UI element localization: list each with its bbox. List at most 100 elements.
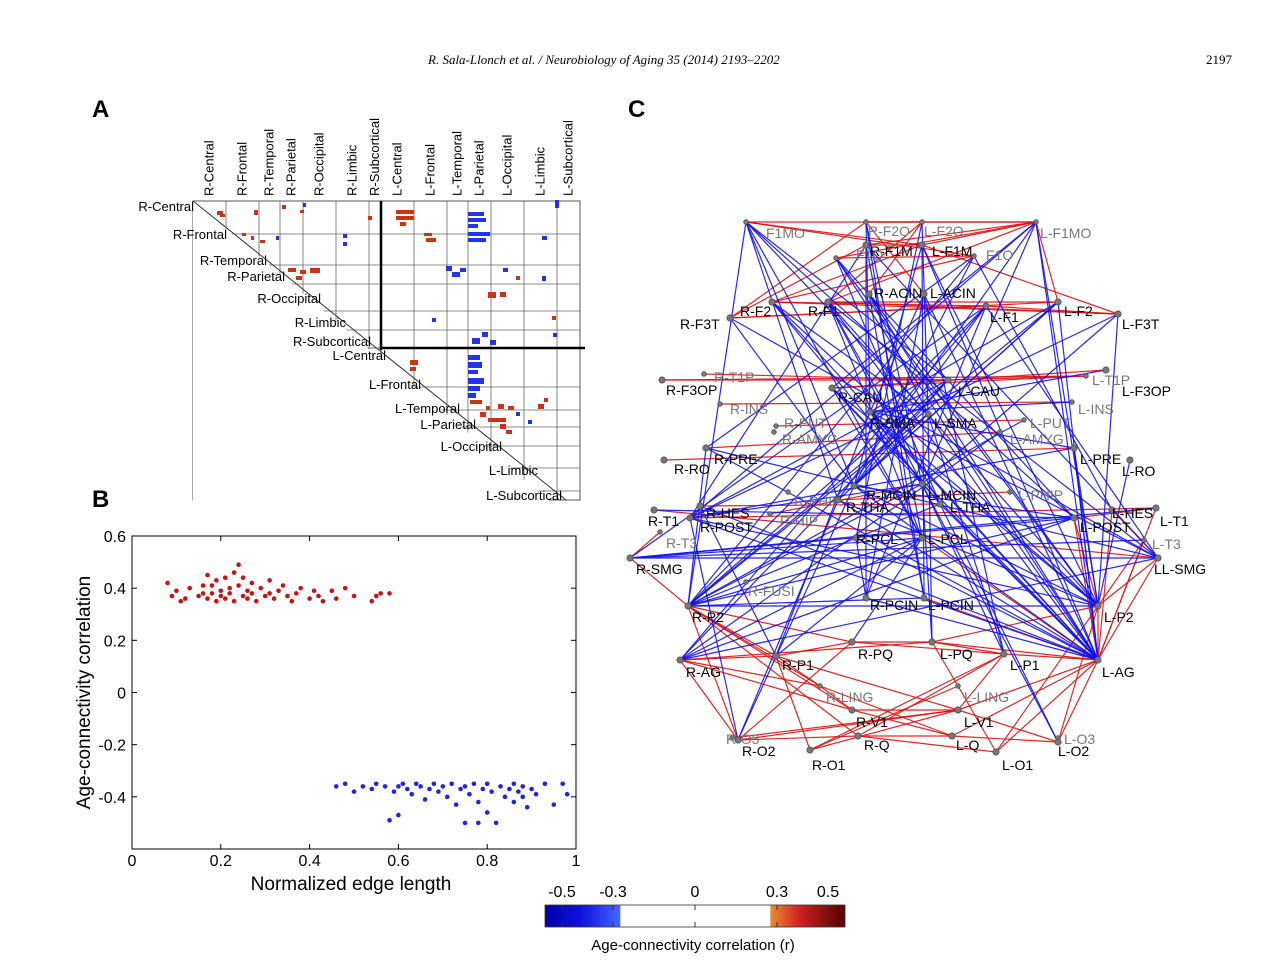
matrix-cell [486, 406, 490, 410]
data-point [462, 820, 468, 826]
negative-edge [853, 255, 975, 487]
data-point [249, 580, 255, 586]
negative-edge [687, 597, 925, 607]
network-node [696, 502, 704, 510]
positive-edge [957, 685, 997, 753]
network-node-label: R-PCL [856, 531, 898, 547]
matrix-cell [254, 210, 258, 215]
negative-edge [921, 483, 1059, 743]
network-node [1000, 650, 1008, 658]
positive-edge [1073, 517, 1099, 607]
network-node-label: R-O3 [726, 731, 760, 747]
matrix-row-label: L-Frontal [369, 377, 421, 392]
network-node-label: R-PCIN [870, 597, 918, 613]
matrix-cell [282, 205, 286, 209]
negative-edge [869, 301, 1059, 413]
network-node-label: LL-SMG [1154, 561, 1206, 577]
network-node-label: L-AMYG [1010, 431, 1064, 447]
negative-edge [837, 499, 1099, 607]
x-tick-label: 0.4 [298, 853, 320, 870]
network-node-label: R-F1M [870, 243, 913, 259]
matrix-row-label: R-Parietal [227, 269, 285, 284]
x-tick-label: 0.8 [476, 853, 498, 870]
network-node [848, 706, 856, 714]
matrix-column-label: R-Central [202, 140, 217, 196]
network-node-label: L-O3 [1064, 731, 1095, 747]
network-node [918, 480, 926, 488]
data-point [462, 784, 468, 789]
data-point [351, 593, 357, 599]
network-node-label: R-ACIN [874, 285, 922, 301]
negative-edge [869, 411, 1099, 661]
negative-edge [689, 244, 867, 519]
network-node [824, 298, 832, 306]
network-node-label: L-T3 [1152, 536, 1181, 552]
x-tick-label: 0 [128, 853, 137, 870]
negative-edge [687, 301, 1059, 607]
positive-edge [679, 659, 853, 711]
positive-edge [857, 735, 997, 753]
matrix-cell [251, 236, 254, 240]
negative-edge [679, 379, 949, 661]
network-node-label: L-MCIN [928, 487, 976, 503]
network-node [1094, 656, 1102, 664]
panel-b-scatter-chart: 0 0.2 0.4 0.6 0.8 1 0.6 0.4 0.2 0 -0.2 -0.4 Normaliz… [74, 529, 581, 895]
matrix-cell [468, 355, 480, 360]
network-node [944, 376, 952, 384]
data-point [236, 562, 241, 567]
network-node-label: R-MCIN [866, 487, 917, 503]
matrix-column-label: L-Frontal [423, 144, 438, 196]
data-point [502, 794, 508, 800]
network-node [1152, 504, 1160, 512]
data-point [489, 789, 494, 794]
network-node-label: L-PUT [1030, 415, 1071, 431]
positive-edge [827, 221, 1037, 303]
positive-edge [931, 641, 1005, 655]
data-point [333, 784, 339, 789]
network-node-label: L-INS [1078, 401, 1114, 417]
network-node [1033, 219, 1039, 225]
data-point [533, 791, 539, 797]
positive-edge [835, 255, 975, 259]
network-node-label: R-FUSI [748, 583, 795, 599]
positive-edge [851, 709, 953, 737]
matrix-cell [396, 216, 414, 220]
network-node [948, 732, 956, 740]
data-point [200, 583, 206, 588]
data-point [267, 578, 272, 583]
negative-edge [775, 537, 923, 657]
matrix-cell [432, 318, 436, 322]
positive-edge [951, 659, 1099, 737]
negative-edge [771, 301, 1099, 607]
matrix-row-label: L-Temporal [395, 401, 460, 416]
network-node [1007, 489, 1013, 495]
matrix-cell [400, 222, 406, 226]
network-node-label: L-PQ [940, 646, 973, 662]
matrix-cell [424, 233, 432, 236]
network-node [1054, 738, 1062, 746]
positive-edge [851, 641, 1005, 655]
matrix-cell [480, 412, 486, 417]
matrix-cell [490, 340, 496, 345]
y-axis-label: Age-connectivity correlation [74, 576, 95, 809]
matrix-column-label: R-Subcortical [367, 118, 382, 196]
matrix-cell [220, 214, 225, 217]
data-point [369, 786, 375, 792]
data-point [182, 596, 188, 601]
page-number: 2197 [1206, 52, 1232, 67]
network-node [971, 253, 977, 259]
data-point [551, 802, 557, 807]
matrix-cell [410, 367, 416, 371]
network-node-label: R-T3 [666, 535, 697, 551]
network-node [817, 683, 823, 689]
positive-edge [931, 605, 1099, 643]
network-node-label: R-P1 [782, 657, 814, 673]
network-node-label: L-F1M [932, 243, 972, 259]
network-node [936, 500, 944, 508]
negative-edge [1035, 221, 1099, 661]
positive-edge [957, 653, 1005, 711]
negative-edge [921, 244, 1099, 607]
network-node-label: L-Q [956, 737, 979, 753]
positive-edge [729, 305, 987, 319]
network-node [992, 748, 1000, 756]
